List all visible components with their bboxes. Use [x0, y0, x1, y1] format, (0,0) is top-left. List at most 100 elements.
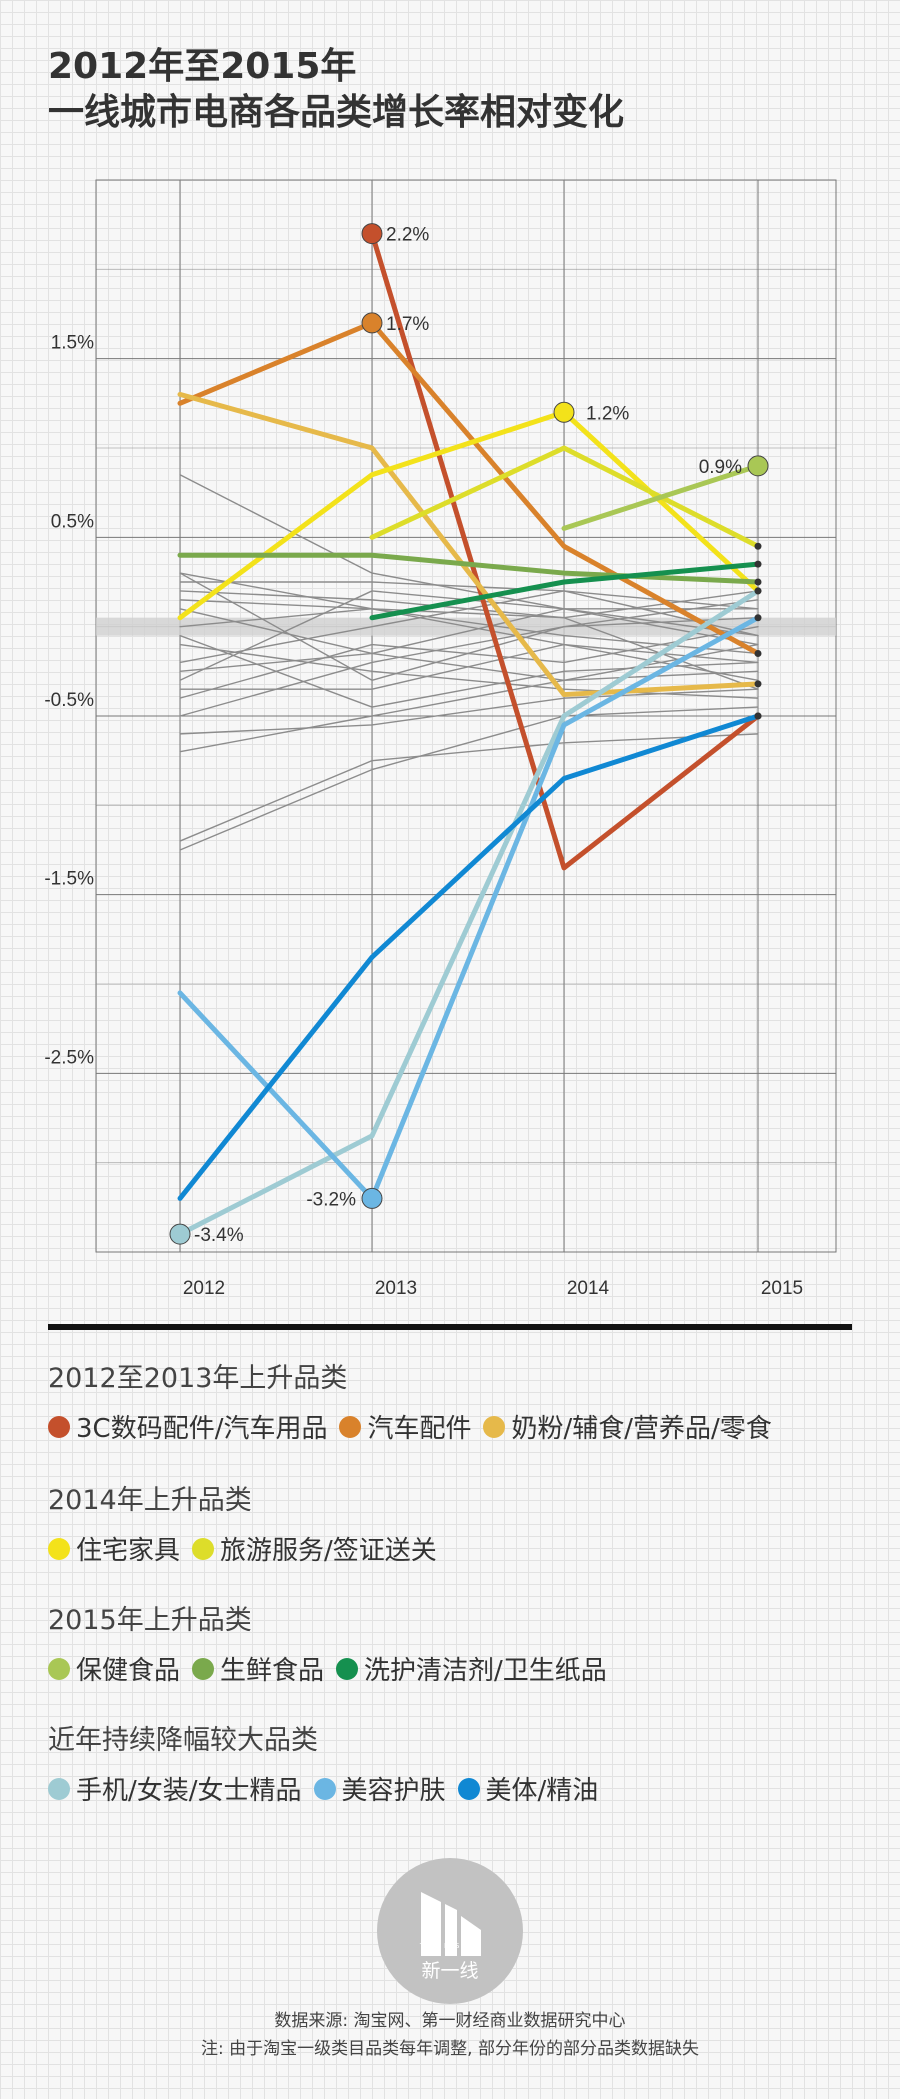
legend-group-title: 2015年上升品类: [48, 1605, 252, 1636]
legend-swatch-icon: [48, 1537, 70, 1560]
legend-items: 手机/女装/女士精品 美容护肤 美体/精油: [48, 1770, 610, 1807]
series-line: [369, 445, 761, 549]
annotation-marker: [747, 455, 769, 477]
legend-swatch-icon: [313, 1777, 336, 1800]
legend-label: 洗护清洁剂/卫生纸品: [364, 1656, 607, 1686]
y-tick-label: 0.5%: [51, 511, 94, 532]
series-line: [177, 615, 761, 1201]
legend-swatch-icon: [483, 1415, 506, 1438]
logo: THE RISING 新一线: [377, 1858, 523, 2004]
legend-swatch-icon: [48, 1777, 70, 1800]
logo-mark-icon: [421, 1892, 481, 1956]
series-line: [177, 391, 761, 698]
legend-group: 2015年上升品类保健食品 生鲜食品 洗护清洁剂/卫生纸品: [48, 1604, 619, 1687]
x-tick-label: 2015: [761, 1278, 803, 1299]
legend-swatch-icon: [457, 1777, 480, 1800]
line-chart: 1.5% 0.5% -0.5% -1.5% -2.5% 2012 2013 2014 2015 2…: [44, 179, 837, 1299]
legend-label: 保健食品: [76, 1656, 181, 1686]
legend-group: 2012至2013年上升品类 3C数码配件/汽车用品 汽车配件 奶粉/辅食/营养品/零…: [48, 1362, 784, 1445]
series-endpoint: [754, 649, 762, 657]
legend-items: 住宅家具 旅游服务/签证送关: [48, 1530, 449, 1567]
legend-label: 美体/精油: [485, 1776, 599, 1806]
background-series-line: [179, 670, 759, 753]
legend-group: 2014年上升品类住宅家具 旅游服务/签证送关: [48, 1484, 449, 1567]
y-tick-label: 1.5%: [51, 333, 94, 354]
background-series-line: [179, 706, 759, 851]
background-series-line: [179, 474, 759, 637]
background-series-line: [179, 643, 759, 681]
series-endpoint: [754, 614, 762, 622]
series-endpoint: [754, 712, 762, 720]
legend-item: 保健食品: [48, 1650, 180, 1687]
legend-item: 洗护清洁剂/卫生纸品: [336, 1650, 607, 1687]
legend-items: 保健食品 生鲜食品 洗护清洁剂/卫生纸品: [48, 1650, 619, 1687]
x-tick-label: 2014: [567, 1278, 610, 1299]
logo-text: 新一线: [421, 1960, 479, 1982]
legend-group-title: 2014年上升品类: [48, 1485, 252, 1516]
y-tick-label: -2.5%: [44, 1047, 94, 1068]
annotation-label: 2.2%: [386, 225, 429, 246]
series-endpoint: [754, 542, 762, 550]
legend-swatch-icon: [48, 1657, 70, 1680]
legend-item: 奶粉/辅食/营养品/零食: [483, 1408, 772, 1445]
series-line: [369, 561, 761, 621]
y-tick-label: -1.5%: [44, 869, 94, 890]
legend-swatch-icon: [192, 1537, 215, 1560]
legend-item: 旅游服务/签证送关: [192, 1530, 437, 1567]
divider: [48, 1324, 852, 1330]
legend-item: 手机/女装/女士精品: [48, 1770, 302, 1807]
legend-label: 奶粉/辅食/营养品/零食: [511, 1414, 772, 1444]
title-line-1: 2012年至2015年: [48, 46, 357, 87]
series-line: [177, 409, 761, 621]
background-series-line: [179, 634, 759, 708]
legend-label: 汽车配件: [367, 1414, 472, 1444]
x-tick-label: 2013: [375, 1278, 417, 1299]
legend-group-title: 2012至2013年上升品类: [48, 1363, 348, 1394]
background-series-line: [179, 733, 759, 842]
series-line: [177, 320, 761, 656]
series-endpoint: [754, 680, 762, 688]
legend-group-title: 近年持续降幅较大品类: [48, 1725, 318, 1756]
annotation-marker: [361, 223, 383, 245]
legend-swatch-icon: [192, 1657, 215, 1680]
x-tick-label: 2012: [183, 1278, 225, 1299]
title-line-2: 一线城市电商各品类增长率相对变化: [48, 92, 625, 133]
series-line: [177, 713, 761, 1201]
series-endpoint: [754, 560, 762, 568]
legend-items: 3C数码配件/汽车用品 汽车配件 奶粉/辅食/营养品/零食: [48, 1408, 784, 1445]
legend-label: 住宅家具: [76, 1536, 181, 1566]
annotation-marker: [361, 1187, 383, 1209]
legend-item: 汽车配件: [339, 1408, 471, 1445]
legend-label: 旅游服务/签证送关: [220, 1536, 437, 1566]
legend-item: 美容护肤: [313, 1770, 446, 1807]
annotation-label: 1.2%: [586, 403, 629, 424]
annotation-marker: [553, 401, 575, 423]
annotation-label: -3.4%: [194, 1225, 244, 1246]
annotation-marker: [361, 312, 383, 334]
legend-swatch-icon: [48, 1415, 70, 1438]
footer-note: 注: 由于淘宝一级类目品类每年调整, 部分年份的部分品类数据缺失: [201, 2039, 699, 2059]
annotation-label: -3.2%: [306, 1189, 356, 1210]
background-series-line: [179, 572, 759, 619]
series-endpoint: [754, 578, 762, 586]
series-line: [369, 231, 761, 871]
annotation-label: 1.7%: [386, 314, 429, 335]
annotation-label: 0.9%: [699, 457, 742, 478]
legend-label: 美容护肤: [341, 1776, 446, 1806]
y-tick-label: -0.5%: [44, 690, 94, 711]
legend-item: 住宅家具: [48, 1530, 180, 1567]
legend-group: 近年持续降幅较大品类手机/女装/女士精品 美容护肤 美体/精油: [48, 1724, 610, 1807]
legend-label: 3C数码配件/汽车用品: [76, 1414, 328, 1444]
legend-item: 生鲜食品: [192, 1650, 324, 1687]
legend-item: 3C数码配件/汽车用品: [48, 1408, 327, 1445]
series-endpoint: [754, 587, 762, 595]
legend-item: 美体/精油: [457, 1770, 599, 1807]
background-series-line: [179, 643, 759, 699]
series-line: [177, 552, 761, 585]
background-series-line: [179, 608, 759, 655]
legend-label: 手机/女装/女士精品: [76, 1776, 302, 1806]
annotation-marker: [169, 1223, 191, 1245]
legend-label: 生鲜食品: [220, 1656, 325, 1686]
footer-source: 数据来源: 淘宝网、第一财经商业数据研究中心: [274, 2011, 626, 2031]
legend-swatch-icon: [336, 1657, 359, 1680]
